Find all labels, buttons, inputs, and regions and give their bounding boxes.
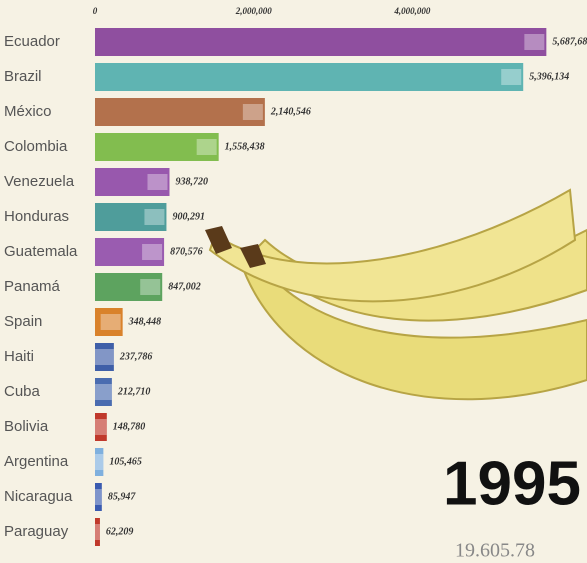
y-tick-label: Cuba [4, 383, 41, 400]
x-tick-label: 4,000,000 [393, 6, 431, 16]
flag [144, 209, 165, 225]
x-tick-label: 0 [93, 6, 98, 16]
value-label: 1,558,438 [225, 141, 265, 152]
value-label: 870,576 [170, 246, 203, 257]
y-tick-label: Paraguay [4, 523, 69, 540]
bar [95, 308, 123, 336]
flag [140, 279, 161, 295]
bar [95, 343, 114, 371]
flag [501, 69, 522, 85]
y-tick-label: Argentina [4, 453, 69, 470]
bar [95, 378, 112, 406]
flag [242, 104, 263, 120]
value-label: 85,947 [108, 491, 137, 502]
bar [95, 483, 102, 511]
flag [95, 349, 114, 365]
value-label: 148,780 [113, 421, 146, 432]
value-label: 2,140,546 [270, 106, 311, 117]
value-label: 900,291 [172, 211, 205, 222]
value-label: 348,448 [128, 316, 162, 327]
value-label: 105,465 [109, 456, 142, 467]
flag [196, 139, 217, 155]
flag [524, 34, 545, 50]
y-tick-label: Panamá [4, 278, 61, 295]
bars: 0 2,000,000 4,000,000 Ecuador 5,687,682 Brazi… [4, 6, 587, 546]
bar [95, 448, 104, 476]
value-label: 62,209 [106, 526, 134, 537]
y-tick-label: Spain [4, 313, 42, 330]
bar [95, 168, 170, 196]
flag [95, 384, 112, 400]
year-label: 1995 [443, 449, 581, 518]
bar [95, 98, 265, 126]
value-label: 5,396,134 [529, 71, 569, 82]
y-tick-label: Ecuador [4, 33, 60, 50]
y-tick-label: Haiti [4, 348, 34, 365]
bar [95, 203, 167, 231]
flag [100, 314, 121, 330]
y-tick-label: Honduras [4, 208, 69, 225]
bar [95, 273, 163, 301]
value-label: 212,710 [117, 386, 151, 397]
y-tick-label: Colombia [4, 138, 68, 155]
y-tick-label: Nicaragua [4, 488, 73, 505]
bar [95, 238, 165, 266]
bar [95, 63, 524, 91]
flag [95, 419, 107, 435]
y-tick-label: Guatemala [4, 243, 78, 260]
y-tick-label: Bolivia [4, 418, 49, 435]
y-tick-label: México [4, 103, 52, 120]
bar [95, 518, 100, 546]
value-label: 938,720 [175, 176, 208, 187]
y-tick-label: Brazil [4, 68, 42, 85]
bananas [205, 188, 587, 401]
flag [95, 524, 100, 540]
bar [95, 133, 219, 161]
bar [95, 28, 547, 56]
x-tick-label: 2,000,000 [235, 6, 273, 16]
total-label: 19.605.78 [455, 540, 535, 562]
flag [95, 454, 104, 470]
y-tick-label: Venezuela [4, 173, 75, 190]
flag [95, 489, 102, 505]
value-label: 237,786 [119, 351, 153, 362]
bar [95, 413, 107, 441]
value-label: 847,002 [168, 281, 201, 292]
value-label: 5,687,682 [552, 36, 587, 47]
flag [142, 244, 163, 260]
flag [147, 174, 168, 190]
